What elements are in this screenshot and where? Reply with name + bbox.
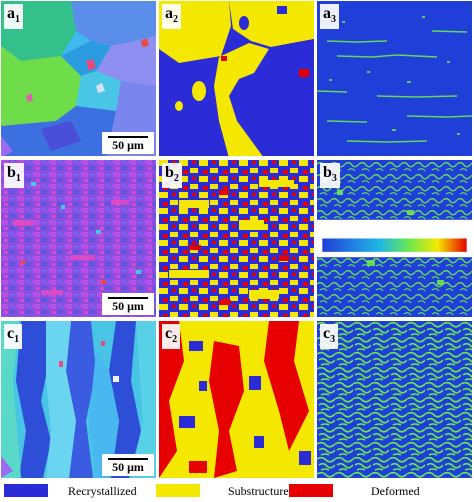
panel-label: a3 bbox=[320, 4, 339, 30]
recrystallization-map-c2 bbox=[159, 321, 314, 478]
scale-bar-line bbox=[108, 297, 148, 299]
grain-map-b1 bbox=[1, 160, 156, 317]
panel-label: c2 bbox=[162, 324, 181, 350]
kam-map-c3 bbox=[317, 321, 472, 478]
legend-swatch bbox=[156, 484, 200, 497]
panel-label: a2 bbox=[162, 4, 181, 30]
recrystallization-map-a2 bbox=[159, 1, 314, 156]
panel-a2-recrystallization-map: a2 bbox=[159, 1, 314, 156]
panel-label: b1 bbox=[4, 163, 24, 189]
recrystallization-legend: Recrystallized Substructure Deformed bbox=[4, 481, 470, 499]
scale-bar-line bbox=[108, 458, 148, 460]
panel-label: c3 bbox=[320, 324, 339, 350]
legend-swatch bbox=[289, 484, 333, 497]
legend-label: Recrystallized bbox=[68, 484, 137, 498]
kam-map-a3 bbox=[317, 1, 472, 156]
micrograph-grid: a1 50 μm a2 bbox=[1, 1, 473, 479]
panel-c3-kam-map: c3 bbox=[317, 321, 472, 478]
panel-a3-kam-map: a3 bbox=[317, 1, 472, 156]
panel-b3-kam-map: b3 bbox=[317, 160, 472, 317]
legend-label: Deformed bbox=[371, 484, 420, 498]
scale-bar-line bbox=[108, 136, 148, 138]
kam-color-key bbox=[317, 219, 472, 258]
panel-a1-orientation-map: a1 50 μm bbox=[1, 1, 156, 156]
panel-b2-recrystallization-map: b2 bbox=[159, 160, 314, 317]
panel-c1-orientation-map: c1 50 μm bbox=[1, 321, 156, 478]
panel-label: c1 bbox=[4, 324, 23, 350]
scale-bar: 50 μm bbox=[102, 293, 154, 315]
scale-bar-label: 50 μm bbox=[112, 299, 144, 313]
legend-label: Substructure bbox=[228, 484, 289, 498]
panel-label: b2 bbox=[162, 163, 182, 189]
scale-bar-label: 50 μm bbox=[112, 460, 144, 474]
panel-c2-recrystallization-map: c2 bbox=[159, 321, 314, 478]
panel-label: b3 bbox=[320, 163, 340, 189]
legend-swatch bbox=[4, 484, 48, 497]
panel-b1-orientation-map: b1 50 μm bbox=[1, 160, 156, 317]
scale-bar: 50 μm bbox=[102, 454, 154, 476]
scale-bar: 50 μm bbox=[102, 132, 154, 154]
recrystallization-map-b2 bbox=[159, 160, 314, 317]
grain-map-c1 bbox=[1, 321, 156, 478]
panel-label: a1 bbox=[4, 4, 23, 30]
scale-bar-label: 50 μm bbox=[112, 138, 144, 152]
